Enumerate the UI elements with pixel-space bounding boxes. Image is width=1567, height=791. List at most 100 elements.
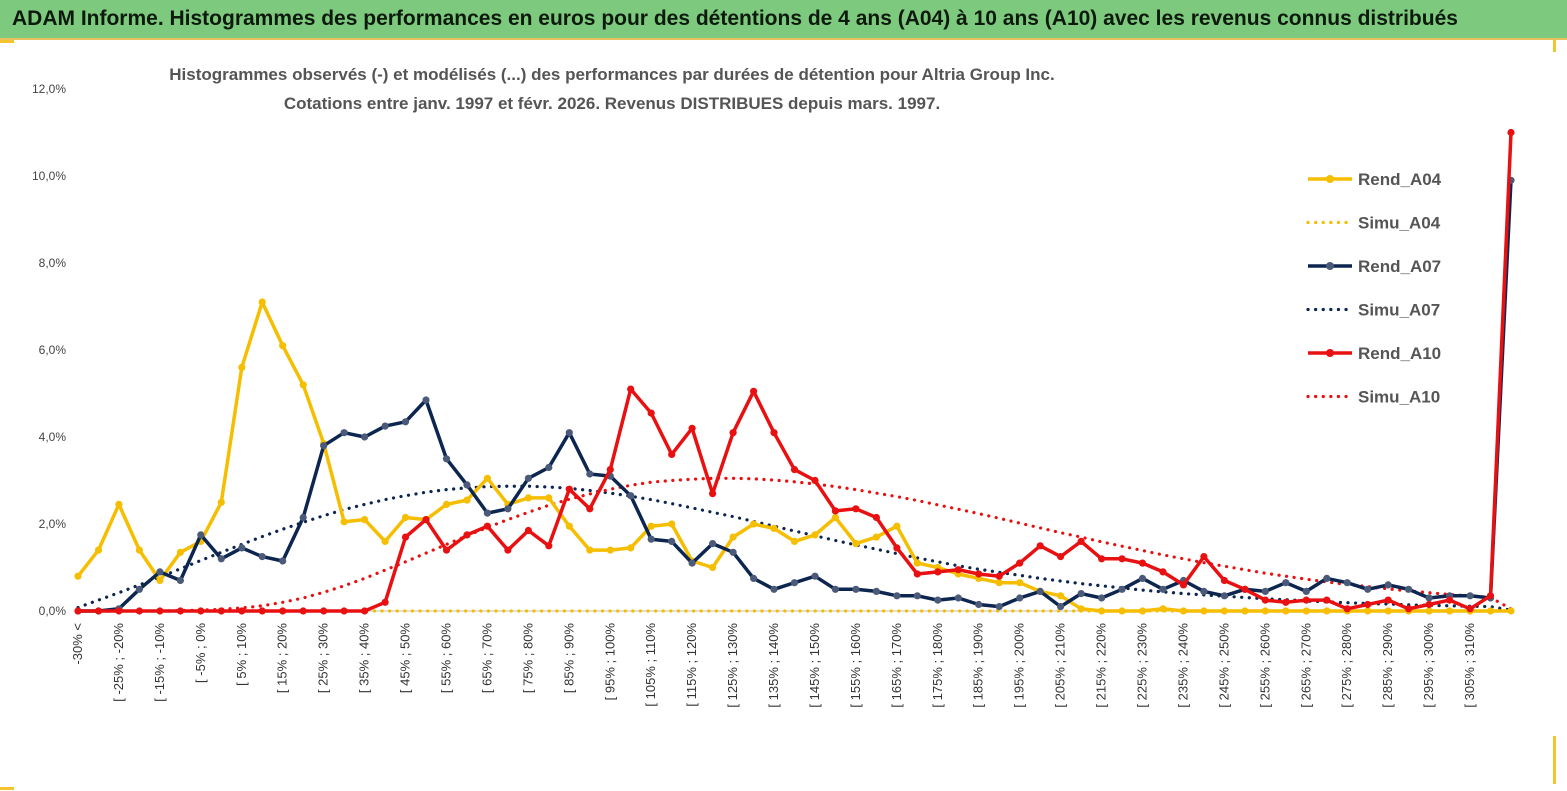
x-tick-label: [ 125% ; 130%	[725, 623, 740, 708]
data-point	[1384, 596, 1392, 604]
x-tick-label: [ 55% ; 60%	[438, 623, 453, 694]
data-point	[463, 496, 471, 504]
x-axis: -30% < [ -25% ; -20% [ -15% ; -10% [ -5% ; …	[70, 623, 1477, 708]
data-point	[442, 455, 451, 463]
x-tick-label: [ 115% ; 120%	[684, 623, 699, 707]
data-point	[279, 557, 287, 565]
y-axis: 0,0% 2,0% 4,0% 6,0% 8,0% 10,0% 12,0%	[32, 82, 1511, 618]
data-point	[750, 520, 758, 528]
legend-label: Simu_A10	[1358, 388, 1440, 407]
x-tick-label: [ 235% ; 240%	[1175, 623, 1190, 708]
data-point	[156, 568, 164, 576]
data-point	[1282, 598, 1290, 606]
y-tick-label: 10,0%	[32, 169, 66, 183]
data-point	[1220, 592, 1228, 600]
data-point	[1179, 607, 1188, 615]
x-tick-label: [ 5% ; 10%	[234, 623, 249, 686]
data-point	[135, 585, 143, 593]
data-point	[1323, 607, 1331, 615]
data-point	[1405, 605, 1413, 613]
data-point	[1261, 587, 1269, 596]
data-point	[790, 537, 799, 545]
data-point	[647, 535, 655, 543]
x-tick-label: [ 195% ; 200%	[1012, 623, 1027, 708]
legend-item-Simu_A07: Simu_A07	[1306, 301, 1440, 320]
x-tick-label: [ 165% ; 170%	[889, 623, 904, 708]
data-point	[1118, 585, 1126, 593]
data-point	[790, 579, 799, 587]
x-tick-label: [ 15% ; 20%	[275, 623, 290, 694]
data-point	[1241, 607, 1249, 615]
data-point	[401, 513, 410, 522]
x-tick-label: [ 265% ; 270%	[1298, 623, 1313, 708]
data-point	[258, 607, 266, 615]
data-point	[627, 492, 635, 500]
data-point	[975, 600, 983, 609]
series-line-Simu_A10	[76, 476, 1513, 613]
data-point	[729, 429, 737, 437]
data-point	[217, 607, 225, 615]
data-point	[545, 494, 553, 502]
x-tick-label: [ -5% ; 0%	[193, 623, 208, 683]
data-point	[1200, 587, 1208, 596]
data-point	[1098, 555, 1106, 563]
data-point	[94, 607, 103, 615]
y-tick-label: 4,0%	[39, 430, 67, 444]
x-tick-label: [ 95% ; 100%	[602, 623, 617, 701]
data-point	[831, 507, 840, 515]
data-point	[647, 522, 655, 530]
x-tick-label: [ 305% ; 310%	[1462, 623, 1477, 708]
data-point	[606, 466, 614, 474]
data-point	[1343, 605, 1351, 613]
x-tick-label: [ 85% ; 90%	[561, 623, 576, 694]
legend-label: Simu_A04	[1358, 214, 1441, 233]
report-banner: ADAM Informe. Histogrammes des performan…	[0, 0, 1567, 40]
x-tick-label: [ 145% ; 150%	[807, 623, 822, 708]
data-point	[176, 576, 184, 585]
data-point	[668, 520, 676, 528]
data-point	[1138, 607, 1147, 615]
data-point	[442, 500, 451, 508]
data-point	[483, 522, 491, 530]
series-Simu_A07	[76, 484, 1513, 612]
data-point	[1384, 581, 1392, 589]
data-point	[770, 524, 778, 532]
data-point	[361, 607, 369, 615]
data-point	[1098, 594, 1106, 602]
data-point	[1077, 537, 1085, 545]
data-point	[586, 546, 594, 554]
data-point	[1179, 581, 1188, 589]
data-point	[1425, 594, 1433, 602]
data-point	[217, 498, 225, 506]
legend-label: Rend_A10	[1358, 344, 1441, 363]
data-point	[954, 566, 962, 574]
data-point	[831, 585, 840, 593]
x-tick-label: [ 215% ; 220%	[1094, 623, 1109, 708]
data-point	[401, 533, 410, 541]
data-point	[545, 463, 553, 472]
data-point	[361, 433, 369, 441]
data-point	[340, 607, 348, 615]
x-tick-label: [ 245% ; 250%	[1216, 623, 1231, 708]
data-point	[1507, 607, 1515, 615]
data-point	[852, 585, 860, 593]
data-point	[381, 598, 389, 606]
data-point	[463, 481, 471, 489]
data-point	[1077, 605, 1085, 613]
series-line-Simu_A07	[76, 484, 1513, 612]
series-Simu_A10	[76, 476, 1513, 613]
data-point	[565, 485, 573, 493]
data-point	[1016, 579, 1024, 587]
data-point	[1282, 607, 1290, 615]
data-point	[770, 429, 778, 437]
data-point	[1302, 596, 1310, 604]
legend-item-Simu_A10: Simu_A10	[1306, 388, 1440, 407]
data-point	[340, 518, 348, 526]
data-point	[524, 474, 533, 482]
x-tick-label: [ 155% ; 160%	[848, 623, 863, 708]
data-point	[340, 429, 348, 437]
series-Rend_A04	[74, 298, 1515, 615]
data-point	[463, 531, 471, 539]
data-point	[299, 607, 307, 615]
data-point	[115, 500, 123, 508]
